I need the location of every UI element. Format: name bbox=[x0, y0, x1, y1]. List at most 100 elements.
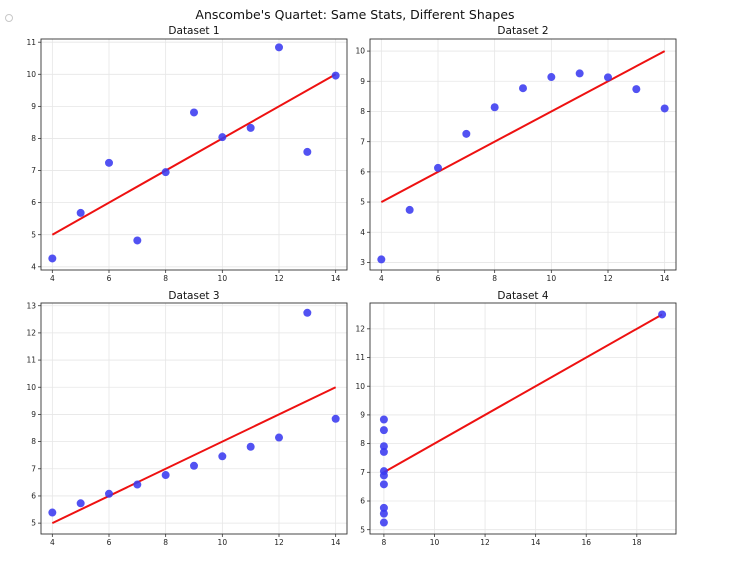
x-tick-label: 6 bbox=[436, 274, 441, 283]
data-point bbox=[379, 426, 388, 435]
data-point bbox=[105, 489, 113, 498]
x-tick-label: 10 bbox=[430, 538, 440, 547]
data-point bbox=[76, 208, 85, 217]
y-tick-label: 4 bbox=[31, 262, 36, 271]
plot-frame bbox=[369, 302, 677, 535]
panel-dataset-4: Dataset 4 8 10 12 14 16 18 5 6 7 8 9 10 11 12 bbox=[355, 290, 677, 547]
y-tick-label: 12 bbox=[26, 328, 36, 337]
y-tick-label: 8 bbox=[360, 439, 365, 448]
data-point bbox=[161, 168, 170, 177]
panel-title: Dataset 1 bbox=[168, 25, 219, 37]
data-point bbox=[379, 415, 388, 424]
data-point bbox=[218, 452, 227, 461]
figure-title: Anscombe's Quartet: Same Stats, Differen… bbox=[195, 7, 514, 22]
data-point bbox=[377, 255, 386, 264]
y-tick-label: 7 bbox=[31, 166, 36, 175]
y-tick-label: 7 bbox=[360, 137, 365, 146]
x-tick-label: 10 bbox=[547, 274, 557, 283]
y-tick-label: 4 bbox=[360, 228, 365, 237]
y-tick-label: 11 bbox=[26, 38, 36, 47]
x-tick-label: 12 bbox=[274, 274, 284, 283]
x-tick-label: 6 bbox=[107, 274, 112, 283]
data-point bbox=[133, 480, 142, 489]
data-point bbox=[434, 163, 442, 172]
data-point bbox=[379, 509, 388, 518]
panel-dataset-2: Dataset 2 4 6 8 10 12 14 3 4 5 6 7 8 9 10 bbox=[355, 25, 677, 283]
x-tick-label: 14 bbox=[660, 274, 670, 283]
data-point bbox=[658, 310, 667, 319]
y-tick-label: 5 bbox=[31, 519, 36, 528]
regression-line bbox=[380, 50, 666, 203]
plot-frame bbox=[369, 38, 677, 271]
x-tick-label: 8 bbox=[492, 274, 497, 283]
y-tick-label: 10 bbox=[355, 47, 365, 56]
x-tick-label: 10 bbox=[218, 274, 228, 283]
regression-line bbox=[51, 73, 337, 236]
y-tick-label: 5 bbox=[360, 525, 365, 534]
y-tick-label: 10 bbox=[355, 382, 365, 391]
x-tick-label: 12 bbox=[603, 274, 613, 283]
panel-title: Dataset 3 bbox=[168, 290, 219, 302]
y-tick-label: 11 bbox=[26, 356, 36, 365]
data-point bbox=[275, 43, 283, 52]
panel-title: Dataset 4 bbox=[497, 290, 548, 302]
data-point bbox=[519, 84, 527, 93]
data-point bbox=[379, 518, 388, 527]
y-tick-label: 10 bbox=[26, 70, 36, 79]
y-tick-label: 7 bbox=[360, 468, 365, 477]
data-point bbox=[218, 133, 227, 142]
x-tick-label: 14 bbox=[331, 274, 341, 283]
data-point bbox=[48, 254, 57, 263]
data-point bbox=[331, 414, 340, 423]
data-point bbox=[490, 103, 499, 112]
data-point bbox=[547, 73, 556, 82]
data-point bbox=[379, 447, 388, 456]
data-point bbox=[190, 461, 198, 470]
x-tick-label: 4 bbox=[50, 538, 55, 547]
data-point bbox=[246, 123, 255, 132]
data-point bbox=[105, 158, 113, 167]
data-point bbox=[76, 499, 85, 508]
x-tick-label: 8 bbox=[382, 538, 387, 547]
data-point bbox=[632, 85, 641, 94]
data-point bbox=[379, 503, 388, 512]
y-tick-label: 5 bbox=[31, 230, 36, 239]
data-point bbox=[133, 236, 142, 245]
x-tick-label: 6 bbox=[107, 538, 112, 547]
data-point bbox=[575, 69, 584, 78]
y-tick-label: 9 bbox=[360, 411, 365, 420]
y-tick-label: 8 bbox=[31, 437, 36, 446]
data-point bbox=[48, 508, 57, 517]
data-point bbox=[604, 73, 612, 82]
data-point bbox=[303, 147, 312, 156]
x-tick-label: 4 bbox=[379, 274, 384, 283]
data-point bbox=[660, 104, 669, 113]
regression-line bbox=[51, 386, 337, 525]
y-tick-label: 8 bbox=[31, 134, 36, 143]
x-tick-label: 10 bbox=[218, 538, 228, 547]
grid-lines bbox=[370, 39, 676, 270]
x-tick-label: 8 bbox=[163, 274, 168, 283]
y-tick-label: 11 bbox=[355, 353, 365, 362]
y-tick-label: 6 bbox=[360, 167, 365, 176]
x-tick-label: 12 bbox=[274, 538, 284, 547]
grid-lines bbox=[41, 303, 347, 534]
y-tick-label: 6 bbox=[31, 198, 36, 207]
panel-dataset-1: Dataset 1 4 6 8 10 12 14 4 5 6 7 8 9 10 11 bbox=[26, 25, 348, 283]
plot-frame bbox=[40, 38, 348, 271]
x-tick-label: 4 bbox=[50, 274, 55, 283]
x-tick-label: 14 bbox=[331, 538, 341, 547]
y-tick-label: 3 bbox=[360, 258, 365, 267]
panel-dataset-3: Dataset 3 4 6 8 10 12 14 5 6 7 8 9 10 11 12 13 bbox=[26, 290, 348, 547]
y-tick-label: 6 bbox=[31, 492, 36, 501]
y-tick-label: 8 bbox=[360, 107, 365, 116]
data-point bbox=[462, 129, 471, 138]
y-tick-label: 6 bbox=[360, 497, 365, 506]
data-point bbox=[303, 308, 312, 317]
y-tick-label: 9 bbox=[360, 77, 365, 86]
y-tick-label: 10 bbox=[26, 383, 36, 392]
y-tick-label: 9 bbox=[31, 410, 36, 419]
x-tick-label: 14 bbox=[531, 538, 541, 547]
x-tick-label: 8 bbox=[163, 538, 168, 547]
